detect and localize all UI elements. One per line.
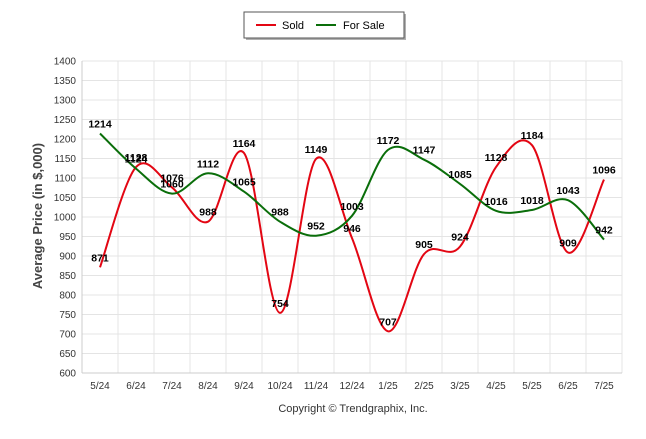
legend-sold-label: Sold xyxy=(282,20,304,32)
y-tick-label: 650 xyxy=(59,349,76,360)
data-label-for-sale: 988 xyxy=(271,207,289,219)
data-label-sold: 871 xyxy=(91,252,109,264)
x-tick-label: 5/25 xyxy=(522,381,542,392)
data-label-for-sale: 1043 xyxy=(556,185,580,197)
data-label-for-sale: 1085 xyxy=(448,169,472,181)
data-label-for-sale: 1147 xyxy=(413,145,436,157)
data-label-sold: 1096 xyxy=(592,165,616,177)
data-label-for-sale: 1003 xyxy=(340,201,364,213)
data-label-for-sale: 1060 xyxy=(160,179,184,191)
x-tick-label: 2/25 xyxy=(414,381,434,392)
x-tick-label: 11/24 xyxy=(304,381,329,392)
legend: Sold For Sale xyxy=(243,11,406,40)
series-line-sold xyxy=(99,139,605,333)
data-label-for-sale: 1172 xyxy=(377,135,400,147)
x-tick-label: 7/24 xyxy=(162,381,182,392)
y-tick-label: 1200 xyxy=(54,135,77,146)
y-tick-label: 1300 xyxy=(54,96,77,107)
y-tick-label: 700 xyxy=(59,330,76,341)
data-label-sold: 946 xyxy=(343,223,361,235)
series-line-for-sale xyxy=(99,132,605,241)
data-label-sold: 1164 xyxy=(233,138,256,150)
data-label-sold: 1149 xyxy=(305,144,328,156)
y-tick-label: 1250 xyxy=(54,115,77,126)
series-lines xyxy=(99,132,605,333)
data-label-sold: 1184 xyxy=(521,130,544,142)
data-labels: 871 1128 1076 988 1164 754 1149 946 707 905 924 112… xyxy=(88,119,616,329)
y-axis-label: Average Price (in $,000) xyxy=(30,143,45,289)
x-tick-label: 10/24 xyxy=(267,381,292,392)
y-tick-label: 950 xyxy=(59,232,76,243)
y-tick-label: 900 xyxy=(59,252,76,263)
data-label-sold: 909 xyxy=(559,237,577,249)
grid xyxy=(81,60,623,374)
legend-for-sale-label: For Sale xyxy=(343,20,385,32)
y-tick-label: 1050 xyxy=(54,193,77,204)
x-tick-label: 8/24 xyxy=(198,381,218,392)
y-tick-label: 1150 xyxy=(54,154,76,165)
y-axis-ticks: 600 650 700 750 800 850 900 950 1000 1050 1100 1150… xyxy=(54,57,77,380)
y-tick-label: 750 xyxy=(59,310,76,321)
data-label-sold: 754 xyxy=(271,298,289,310)
y-tick-label: 850 xyxy=(59,271,76,282)
x-tick-label: 1/25 xyxy=(378,381,398,392)
data-label-for-sale: 1112 xyxy=(197,158,219,170)
data-label-for-sale: 942 xyxy=(595,225,613,237)
copyright-text: Copyright © Trendgraphix, Inc. xyxy=(278,403,427,415)
y-tick-label: 1400 xyxy=(54,57,77,68)
y-tick-label: 600 xyxy=(59,369,76,380)
data-label-sold: 1128 xyxy=(485,152,508,164)
data-label-for-sale: 1214 xyxy=(88,119,112,131)
x-tick-label: 9/24 xyxy=(234,381,254,392)
x-axis-ticks: 5/24 6/24 7/24 8/24 9/24 10/24 11/24 12/24 1/25 2… xyxy=(90,381,614,392)
y-tick-label: 1350 xyxy=(54,76,77,87)
x-tick-label: 12/24 xyxy=(339,381,364,392)
y-tick-label: 800 xyxy=(59,291,76,302)
data-label-for-sale: 952 xyxy=(307,221,325,233)
data-label-for-sale: 1065 xyxy=(232,177,256,189)
x-tick-label: 4/25 xyxy=(486,381,506,392)
data-label-sold: 988 xyxy=(199,207,217,219)
data-label-for-sale: 1018 xyxy=(520,195,544,207)
data-label-sold: 1128 xyxy=(125,152,148,164)
data-label-sold: 1076 xyxy=(160,172,184,184)
y-tick-label: 1100 xyxy=(54,174,76,185)
data-label-sold: 707 xyxy=(379,316,397,328)
data-label-for-sale: 1016 xyxy=(484,196,508,208)
x-tick-label: 3/25 xyxy=(450,381,470,392)
data-label-sold: 905 xyxy=(415,239,433,251)
x-tick-label: 6/24 xyxy=(126,381,146,392)
x-tick-label: 6/25 xyxy=(558,381,578,392)
y-tick-label: 1000 xyxy=(54,213,77,224)
x-tick-label: 7/25 xyxy=(594,381,614,392)
data-label-sold: 924 xyxy=(451,232,469,244)
x-tick-label: 5/24 xyxy=(90,381,110,392)
data-label-for-sale: 1124 xyxy=(125,154,148,166)
